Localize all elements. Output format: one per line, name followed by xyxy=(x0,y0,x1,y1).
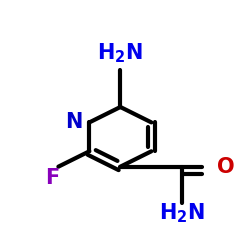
Text: F: F xyxy=(46,168,60,188)
Text: N: N xyxy=(65,112,82,132)
Text: $\mathbf{H_2N}$: $\mathbf{H_2N}$ xyxy=(160,201,205,225)
Text: O: O xyxy=(217,157,235,177)
Text: $\mathbf{H_2N}$: $\mathbf{H_2N}$ xyxy=(98,41,143,65)
